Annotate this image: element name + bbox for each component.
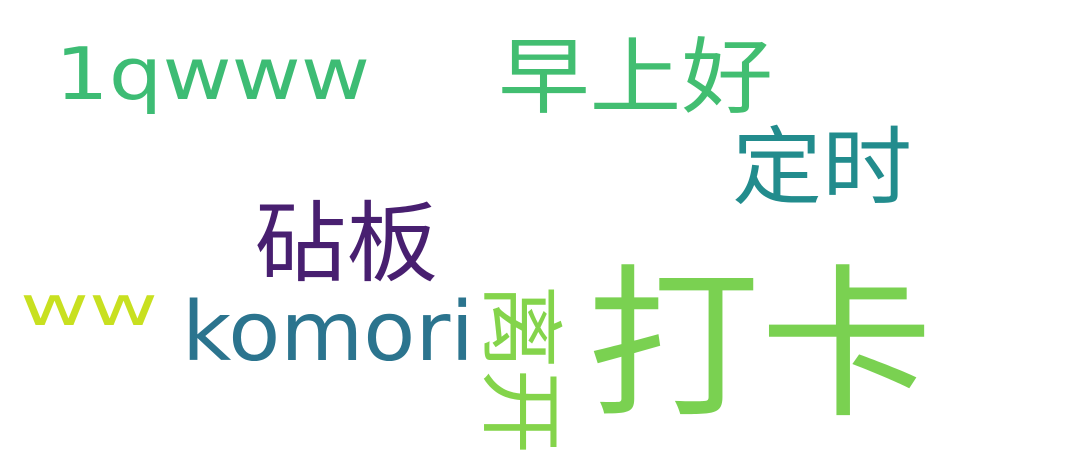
word-komori: komori [182, 285, 474, 380]
word-daka: 打卡 [587, 250, 933, 441]
word-likai: 离开 [471, 284, 569, 454]
word-zaoshanghao: 早上好 [498, 29, 773, 126]
word-zhenban: 砧板 [255, 192, 438, 295]
word-ww: ww [20, 275, 158, 338]
word-dingshi: 定时 [732, 119, 912, 218]
word-1qwww: 1qwww [55, 32, 370, 116]
